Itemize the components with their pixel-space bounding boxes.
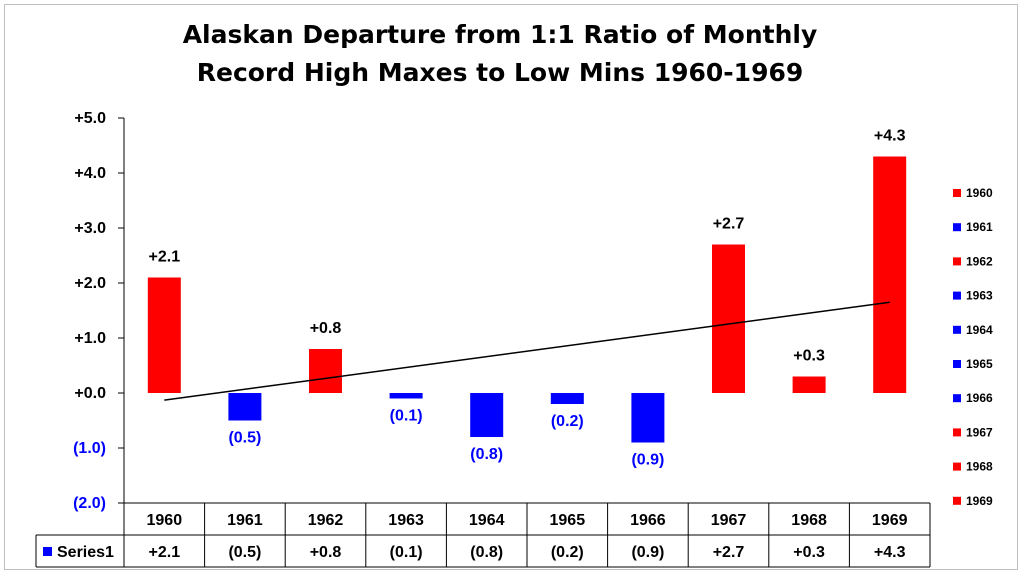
legend-label-1966: 1966 [966, 391, 993, 405]
table-value-1961: (0.5) [228, 544, 261, 561]
y-tick-label: +3.0 [74, 220, 106, 237]
bar-1964 [470, 393, 504, 437]
legend-label-1962: 1962 [966, 254, 993, 268]
table-value-1965: (0.2) [551, 544, 584, 561]
table-series-name: Series1 [57, 544, 114, 561]
chart-title-line2: Record High Maxes to Low Mins 1960-1969 [196, 58, 804, 87]
legend-key-1967 [953, 428, 961, 437]
y-tick-label: +4.0 [74, 165, 106, 182]
legend-key-1964 [953, 325, 961, 334]
legend-label-1961: 1961 [966, 220, 993, 234]
table-value-1969: +4.3 [874, 544, 906, 561]
legend-key-1963 [953, 291, 961, 300]
bar-1968 [792, 376, 826, 393]
table-series-key [43, 547, 52, 556]
legend-label-1963: 1963 [966, 289, 993, 303]
table-value-1964: (0.8) [470, 544, 503, 561]
legend-key-1960 [953, 189, 961, 197]
table-category-1966: 1966 [630, 512, 666, 529]
chart-title-line1: Alaskan Departure from 1:1 Ratio of Mont… [182, 20, 818, 49]
legend-label-1967: 1967 [966, 425, 993, 439]
bar-1965 [550, 393, 584, 404]
legend-label-1968: 1968 [966, 460, 993, 474]
data-label-1968: +0.3 [793, 348, 825, 365]
table-category-1965: 1965 [550, 512, 586, 529]
data-label-1969: +4.3 [874, 128, 906, 145]
y-tick-label: +5.0 [74, 110, 106, 127]
bar-1960 [147, 277, 181, 393]
data-label-1960: +2.1 [149, 249, 181, 266]
data-label-1961: (0.5) [228, 430, 261, 447]
legend-key-1969 [953, 496, 961, 505]
bar-1967 [712, 244, 745, 393]
bar-1961 [228, 393, 262, 421]
data-label-1962: +0.8 [310, 320, 342, 337]
y-tick-label: +1.0 [74, 330, 106, 347]
data-label-1963: (0.1) [390, 408, 423, 425]
y-tick-label: +0.0 [74, 385, 106, 402]
table-category-1968: 1968 [791, 512, 827, 529]
y-tick-label: (1.0) [73, 440, 106, 457]
legend-label-1965: 1965 [966, 357, 993, 371]
table-category-1962: 1962 [308, 512, 344, 529]
table-category-1960: 1960 [147, 512, 183, 529]
y-tick-label: +2.0 [74, 275, 106, 292]
trendline [164, 301, 890, 401]
bar-1963 [389, 393, 423, 399]
legend-label-1964: 1964 [966, 323, 993, 337]
bar-1969 [873, 156, 907, 393]
y-tick-label: (2.0) [73, 495, 106, 512]
table-category-1964: 1964 [469, 512, 505, 529]
legend-key-1961 [953, 223, 961, 232]
table-value-1962: +0.8 [310, 544, 342, 561]
legend-key-1966 [953, 394, 961, 403]
data-label-1966: (0.9) [631, 452, 664, 469]
table-category-1963: 1963 [388, 512, 424, 529]
table-value-1963: (0.1) [390, 544, 423, 561]
table-value-1967: +2.7 [713, 544, 745, 561]
data-label-1964: (0.8) [470, 446, 503, 463]
legend-key-1962 [953, 257, 961, 266]
table-value-1968: +0.3 [793, 544, 825, 561]
table-category-1961: 1961 [227, 512, 263, 529]
table-category-1967: 1967 [711, 512, 747, 529]
table-value-1966: (0.9) [631, 544, 664, 561]
bar-1966 [631, 393, 665, 443]
legend-key-1965 [953, 360, 961, 368]
legend-key-1968 [953, 462, 961, 471]
table-value-1960: +2.1 [149, 544, 181, 561]
bar-1962 [309, 349, 342, 393]
legend-label-1969: 1969 [966, 494, 993, 508]
data-label-1965: (0.2) [551, 413, 584, 430]
data-label-1967: +2.7 [713, 216, 745, 233]
table-category-1969: 1969 [872, 512, 908, 529]
legend-label-1960: 1960 [966, 186, 993, 200]
